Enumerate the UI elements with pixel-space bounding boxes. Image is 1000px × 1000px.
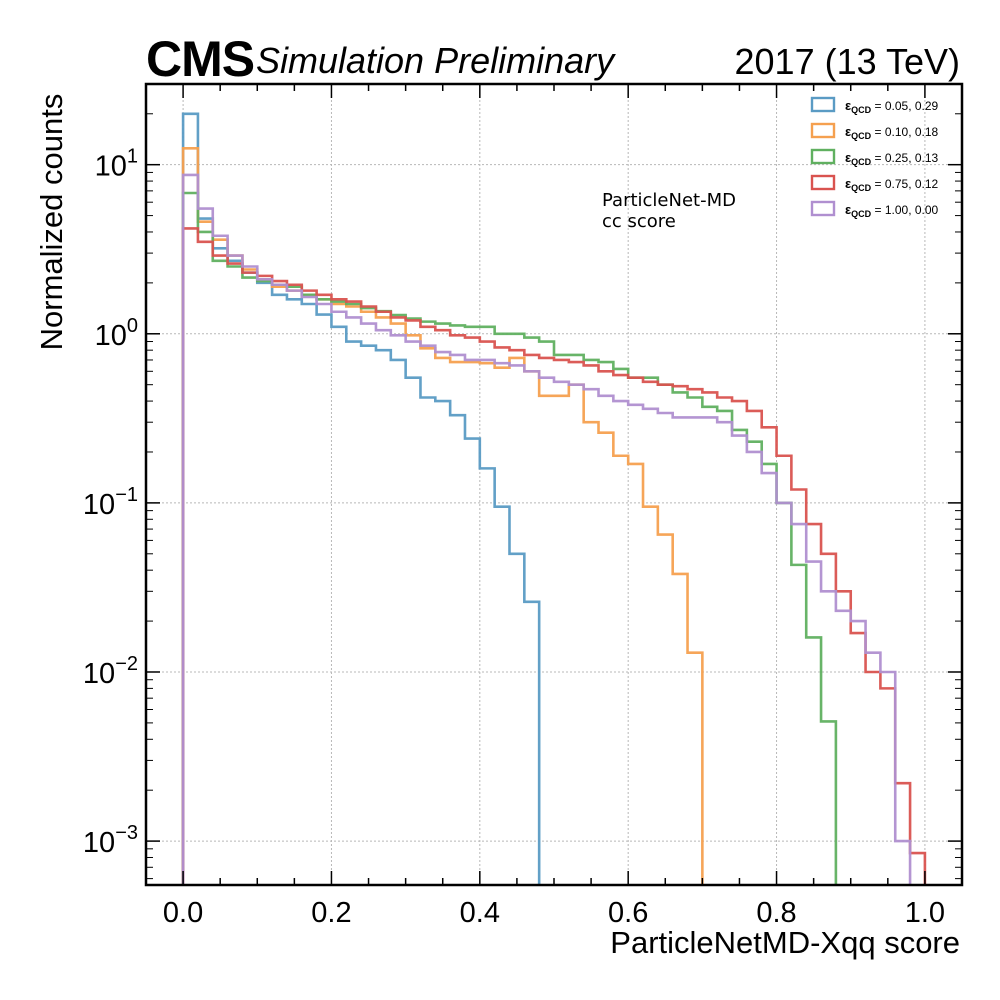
y-tick-label: 10−3: [83, 822, 138, 859]
tick-labels: 0.0 0.2 0.4 0.6 0.8 1.0 101 100 10−1 10−2 10−3: [83, 146, 945, 929]
x-tick-label: 1.0: [905, 897, 945, 929]
annotation-line-1: ParticleNet-MD: [602, 190, 736, 211]
legend-swatch-3: [810, 148, 836, 165]
x-tick-label: 0.2: [311, 897, 351, 929]
y-axis-label: Normalized counts: [34, 93, 69, 351]
legend-swatch-4: [810, 174, 836, 191]
legend-label-5: εQCD = 1.00, 0.00: [845, 202, 939, 219]
grid-lines: [146, 84, 962, 885]
x-tick-label: 0.8: [756, 897, 796, 929]
legend-label-4: εQCD = 0.75, 0.12: [845, 176, 939, 193]
y-tick-label: 101: [95, 146, 138, 183]
series-line-2: [181, 146, 704, 885]
legend-swatch-5: [810, 200, 836, 217]
legend-label-2: εQCD = 0.10, 0.18: [845, 124, 939, 141]
y-tick-label: 10−1: [83, 484, 138, 521]
annotation-line-2: cc score: [602, 211, 676, 232]
legend-swatch-1: [810, 96, 836, 113]
tick-marks: [146, 83, 962, 885]
series-line-3: [181, 191, 838, 885]
y-tick-label: 100: [95, 315, 138, 352]
legend: εQCD = 0.05, 0.29 εQCD = 0.10, 0.18 εQCD =…: [810, 96, 939, 219]
x-axis-label: ParticleNetMD-Xqq score: [610, 925, 960, 960]
series-line-1: [181, 112, 541, 885]
legend-label-1: εQCD = 0.05, 0.29: [845, 98, 939, 115]
plot-annotation: ParticleNet-MD cc score: [602, 190, 736, 232]
x-tick-label: 0.0: [163, 897, 203, 929]
x-tick-label: 0.4: [460, 897, 500, 929]
series-line-4: [181, 227, 927, 885]
plot-frame: [144, 82, 964, 887]
series-layer: [181, 112, 927, 885]
status-label: Simulation Preliminary: [256, 40, 615, 81]
y-tick-label: 10−2: [83, 653, 138, 690]
series-line-5: [181, 173, 912, 885]
axes-frame: [144, 82, 964, 887]
x-tick-label: 0.6: [608, 897, 648, 929]
legend-label-3: εQCD = 0.25, 0.13: [845, 150, 939, 167]
lumi-label: 2017 (13 TeV): [734, 41, 961, 82]
legend-swatch-2: [810, 122, 836, 139]
experiment-label: CMS: [146, 31, 255, 87]
